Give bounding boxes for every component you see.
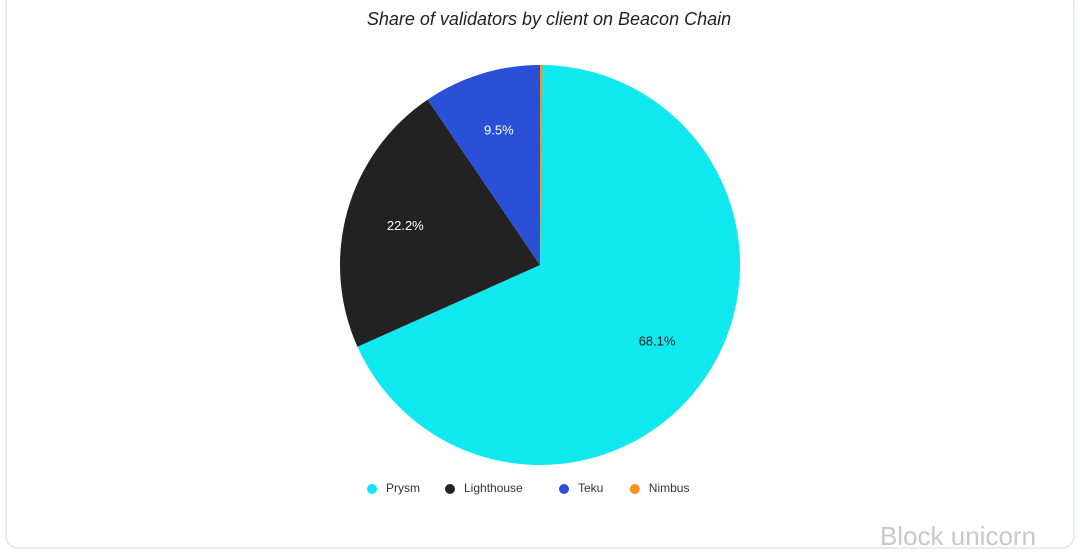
- legend-label: Prysm: [386, 481, 420, 495]
- pie-slice: [339, 99, 540, 347]
- data-label: 22.2%: [387, 218, 424, 233]
- legend-marker: [629, 484, 640, 494]
- legend-marker: [445, 484, 455, 494]
- legend-marker: [559, 484, 569, 494]
- legend-marker: [367, 484, 377, 494]
- watermark: Block unicorn: [880, 521, 1036, 551]
- chart-title: Share of validators by client on Beacon …: [367, 9, 731, 29]
- data-label: 68.1%: [639, 333, 676, 348]
- legend-label: Lighthouse: [464, 481, 523, 495]
- legend-label: Nimbus: [649, 481, 690, 495]
- pie-slice: [357, 65, 740, 466]
- data-label: 9.5%: [484, 123, 514, 138]
- legend-label: Teku: [578, 481, 603, 495]
- pie-slice: [540, 65, 543, 265]
- pie-slice: [427, 65, 540, 265]
